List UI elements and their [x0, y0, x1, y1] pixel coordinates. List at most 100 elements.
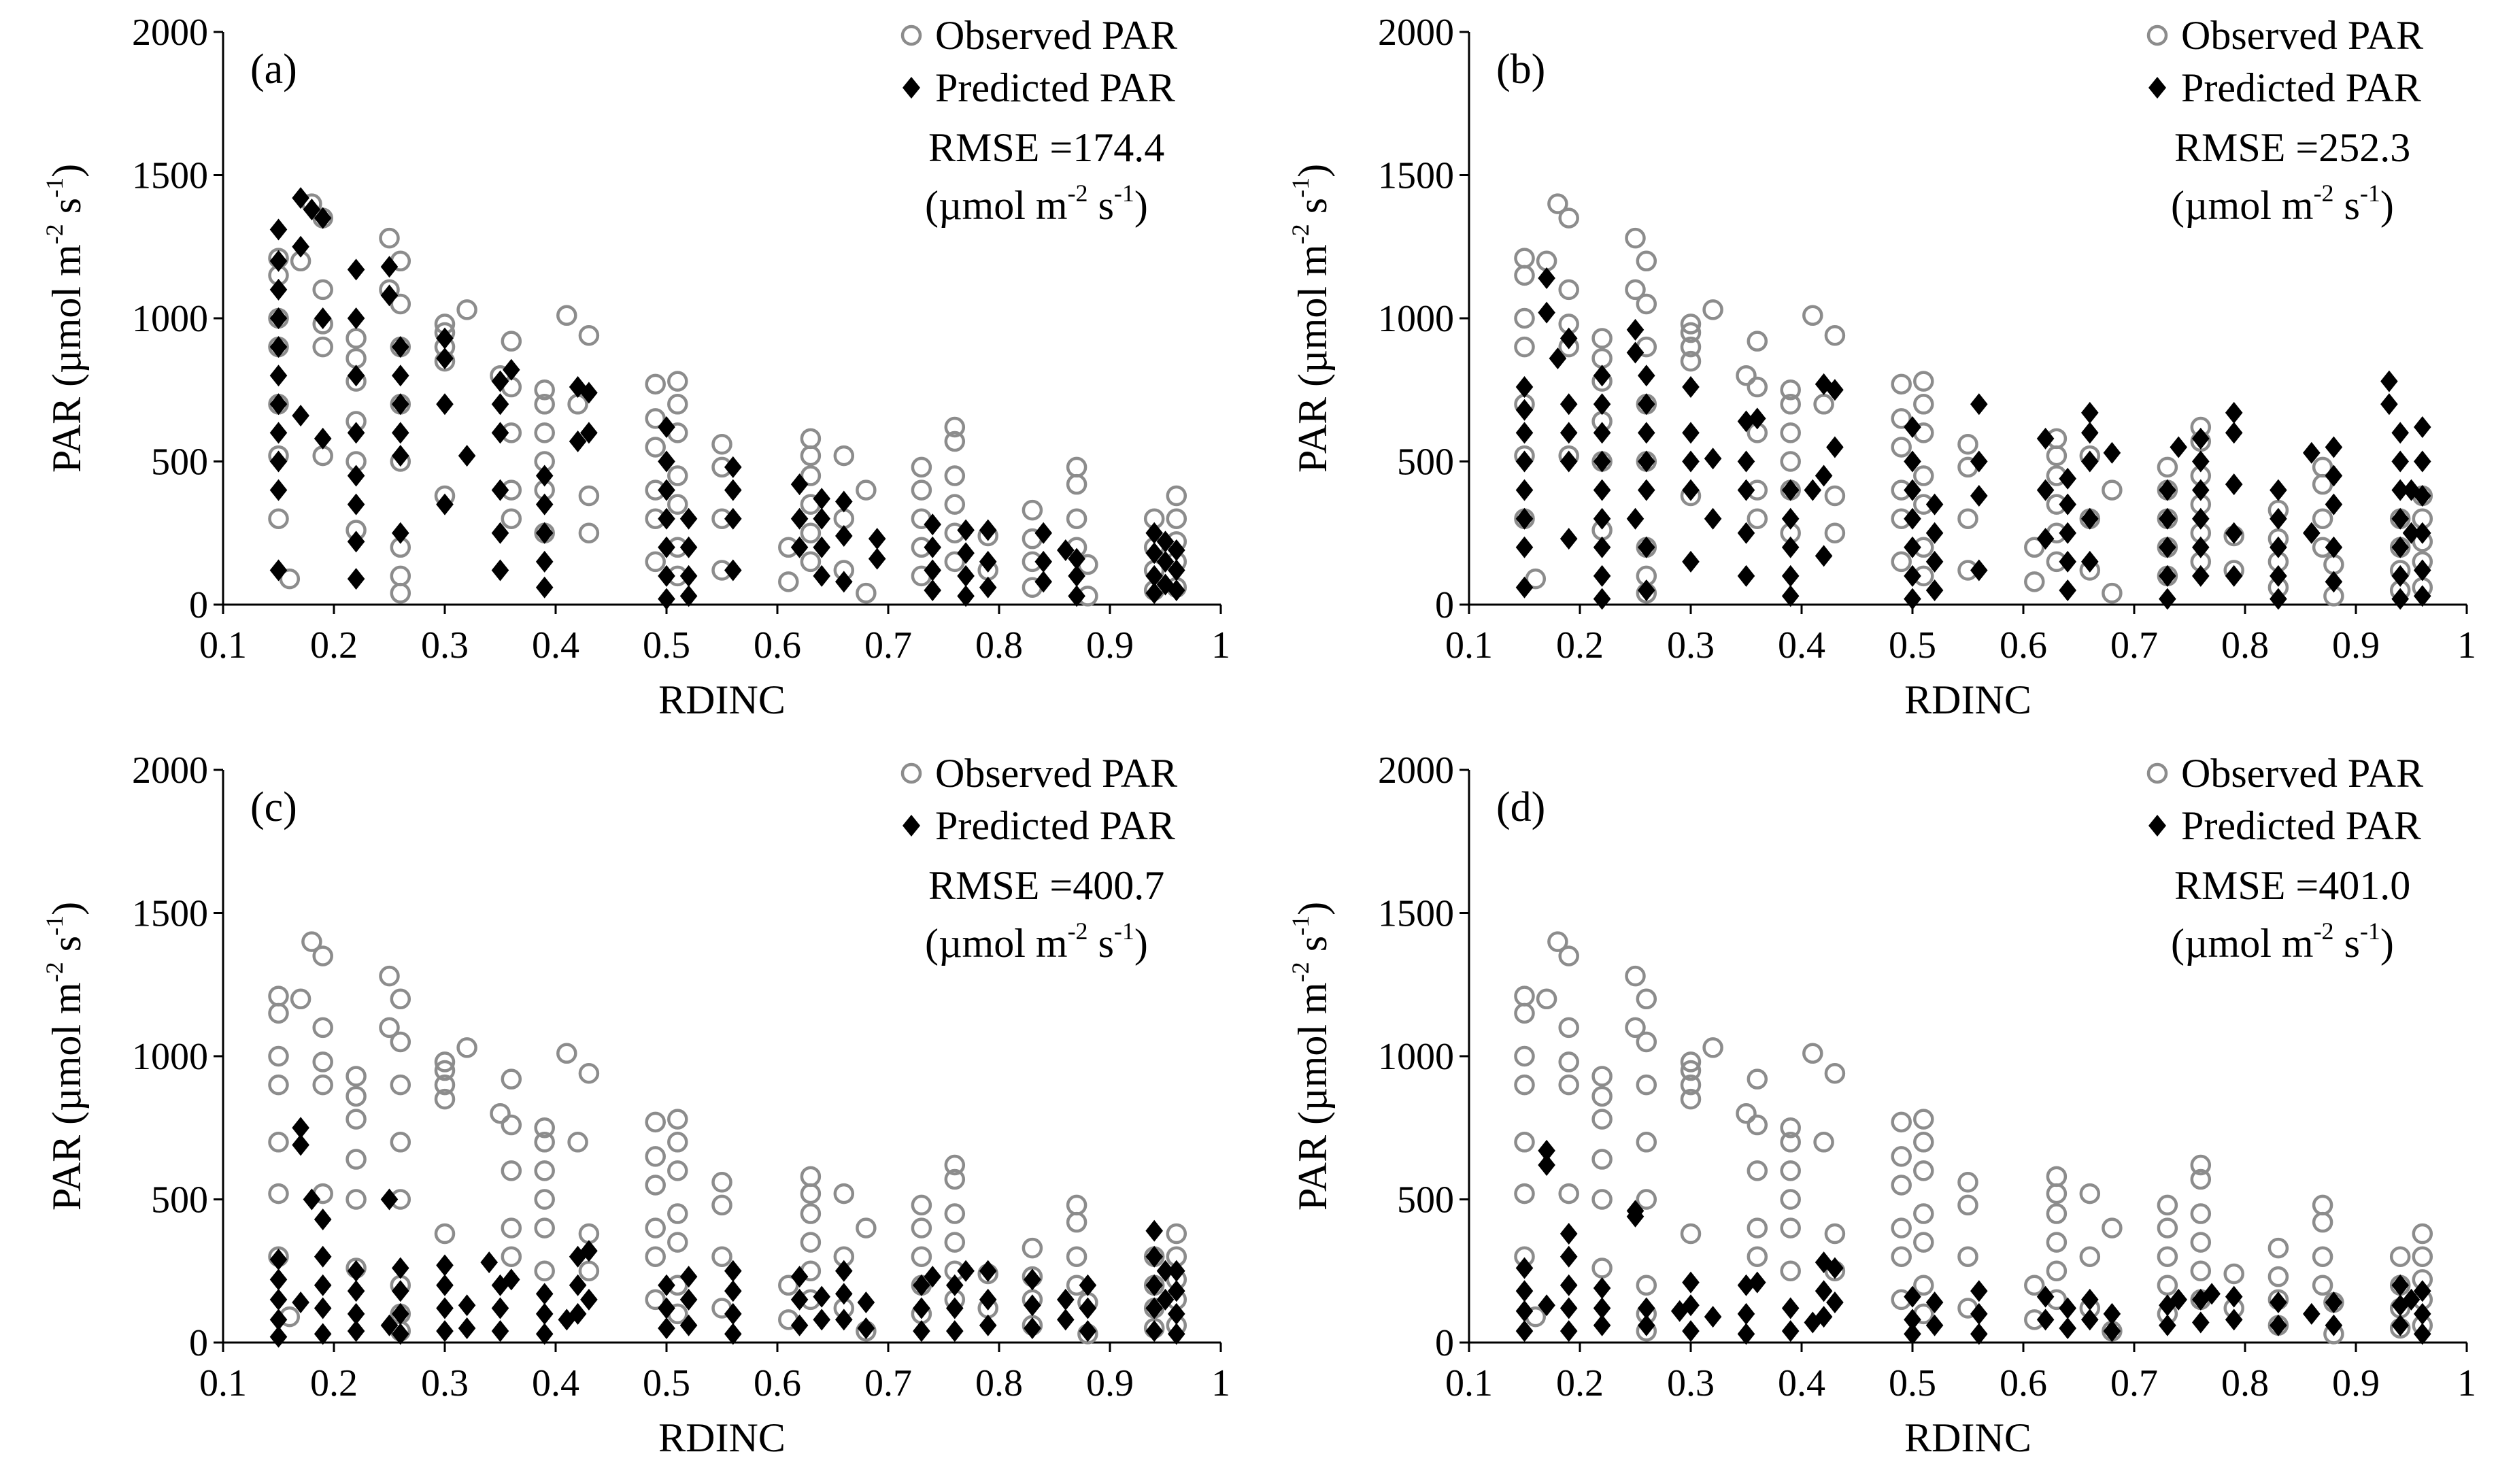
observed-point	[667, 494, 688, 515]
y-tick-label: 500	[1397, 1179, 1454, 1221]
predicted-point	[835, 571, 853, 593]
predicted-point	[1057, 1309, 1075, 1331]
observed-point	[1780, 1189, 1801, 1210]
observed-point	[1547, 931, 1568, 952]
predicted-point	[491, 393, 509, 416]
observed-point	[567, 1132, 588, 1153]
observed-point	[345, 328, 367, 349]
y-tick-label: 2000	[1378, 749, 1454, 792]
predicted-point	[458, 445, 476, 467]
observed-point	[345, 1109, 367, 1130]
observed-point	[1680, 314, 1702, 335]
predicted-point	[1638, 579, 1655, 601]
x-tick-label: 0.9	[1086, 1362, 1134, 1404]
x-tick-label: 1	[1211, 1362, 1230, 1404]
predicted-point	[458, 1294, 476, 1317]
predicted-point	[2270, 588, 2287, 610]
predicted-point	[1804, 1311, 1822, 1334]
observed-point	[856, 582, 877, 604]
observed-point	[534, 1217, 555, 1238]
observed-point	[456, 1037, 477, 1058]
predicted-point	[535, 493, 554, 516]
predicted-point	[292, 1134, 309, 1156]
y-tick-label: 1000	[1378, 1036, 1454, 1078]
predicted-point	[292, 1117, 309, 1139]
legend-predicted-label: Predicted PAR	[935, 803, 1175, 848]
observed-point	[1813, 1132, 1834, 1153]
observed-point	[2079, 1183, 2101, 1204]
x-tick-label: 0.2	[310, 624, 358, 667]
predicted-point	[1079, 1320, 1097, 1343]
predicted-point	[2225, 564, 2243, 587]
observed-point	[312, 1051, 333, 1073]
observed-point	[268, 508, 289, 529]
predicted-point	[2414, 450, 2431, 473]
observed-point	[1913, 1232, 1934, 1253]
predicted-point	[436, 493, 454, 516]
observed-point	[2157, 1275, 2178, 1296]
observed-point	[1591, 1189, 1613, 1210]
observed-point	[1022, 499, 1043, 521]
observed-point	[1680, 350, 1702, 372]
predicted-point	[924, 536, 941, 558]
predicted-point	[1168, 1280, 1185, 1302]
predicted-point	[1156, 1260, 1175, 1282]
predicted-point	[1593, 422, 1611, 444]
predicted-point	[2325, 571, 2343, 593]
observed-point	[2046, 1203, 2068, 1224]
observed-point	[1891, 1246, 1912, 1267]
predicted-point	[314, 1297, 332, 1319]
predicted-point	[1815, 545, 1833, 567]
observed-point	[501, 331, 522, 352]
predicted-point	[2414, 485, 2431, 507]
y-tick-label: 500	[151, 441, 208, 484]
predicted-point	[2159, 1294, 2176, 1317]
predicted-point	[1682, 479, 1700, 501]
predicted-point	[1737, 564, 1755, 587]
predicted-point	[2303, 441, 2321, 464]
predicted-point	[569, 431, 587, 453]
predicted-point	[2391, 536, 2409, 558]
observed-point	[2312, 473, 2333, 495]
observed-point	[645, 1246, 666, 1267]
predicted-point	[1626, 341, 1645, 364]
predicted-point	[347, 258, 365, 281]
observed-point	[1913, 394, 1934, 415]
predicted-point	[436, 393, 454, 416]
observed-point	[390, 565, 411, 587]
observed-point	[800, 445, 822, 467]
predicted-point	[724, 1260, 742, 1282]
predicted-point	[658, 1297, 675, 1319]
observed-point	[2267, 1266, 2289, 1287]
observed-point	[1591, 1258, 1613, 1279]
observed-point	[711, 433, 732, 455]
observed-point	[645, 1146, 666, 1167]
x-tick-label: 0.6	[2000, 1362, 2047, 1404]
predicted-point	[679, 1266, 698, 1288]
observed-point	[556, 1043, 577, 1064]
y-axis-title: PAR (µmol m-2 s-1)	[1287, 902, 1335, 1211]
observed-point	[1824, 325, 1846, 346]
predicted-point	[1145, 522, 1163, 544]
predicted-point	[2081, 1288, 2099, 1311]
observed-point	[534, 1189, 555, 1210]
predicted-point	[1904, 536, 1921, 558]
predicted-point	[2270, 479, 2287, 501]
predicted-point	[1737, 522, 1755, 544]
y-tick-label: 1500	[1378, 155, 1454, 197]
predicted-point	[392, 1302, 409, 1325]
x-tick-label: 0.9	[1086, 624, 1134, 667]
observed-point	[268, 1045, 289, 1067]
legend-observed-marker	[2146, 762, 2168, 784]
predicted-point	[392, 1280, 409, 1302]
y-tick-label: 0	[189, 584, 208, 626]
observed-point	[667, 1160, 688, 1181]
predicted-point	[1638, 450, 1655, 473]
observed-point	[1747, 1246, 1768, 1267]
observed-point	[578, 1063, 600, 1084]
predicted-point	[790, 536, 809, 558]
observed-point	[1514, 265, 1535, 286]
predicted-point	[1970, 559, 1988, 581]
observed-point	[1813, 394, 1834, 415]
predicted-point	[658, 536, 675, 558]
